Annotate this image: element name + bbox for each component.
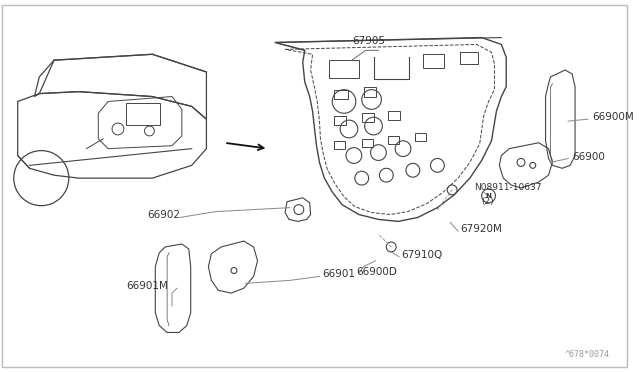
Bar	[334, 141, 345, 149]
Text: (2): (2)	[482, 197, 494, 206]
Bar	[330, 60, 359, 78]
Text: 66902: 66902	[147, 211, 180, 221]
Bar	[126, 103, 160, 125]
Bar	[362, 113, 374, 122]
Text: 66900: 66900	[572, 151, 605, 161]
Bar	[388, 111, 400, 120]
Text: N: N	[486, 193, 492, 199]
Text: 67905: 67905	[352, 36, 385, 46]
Text: ^678*0074: ^678*0074	[564, 350, 609, 359]
Text: 67920M: 67920M	[460, 224, 502, 234]
Text: 66901: 66901	[323, 269, 355, 279]
Bar	[460, 52, 477, 64]
Bar	[415, 133, 426, 141]
Bar	[388, 136, 399, 144]
Bar	[364, 87, 376, 97]
Text: N08911-10637: N08911-10637	[474, 183, 541, 192]
Bar	[422, 54, 444, 68]
Text: 67910Q: 67910Q	[401, 250, 442, 260]
Bar	[334, 90, 348, 99]
Text: 66900D: 66900D	[356, 266, 397, 276]
Text: 66901M: 66901M	[126, 281, 168, 291]
Text: 66900M: 66900M	[592, 112, 634, 122]
Bar	[362, 139, 372, 147]
Bar	[334, 116, 346, 125]
